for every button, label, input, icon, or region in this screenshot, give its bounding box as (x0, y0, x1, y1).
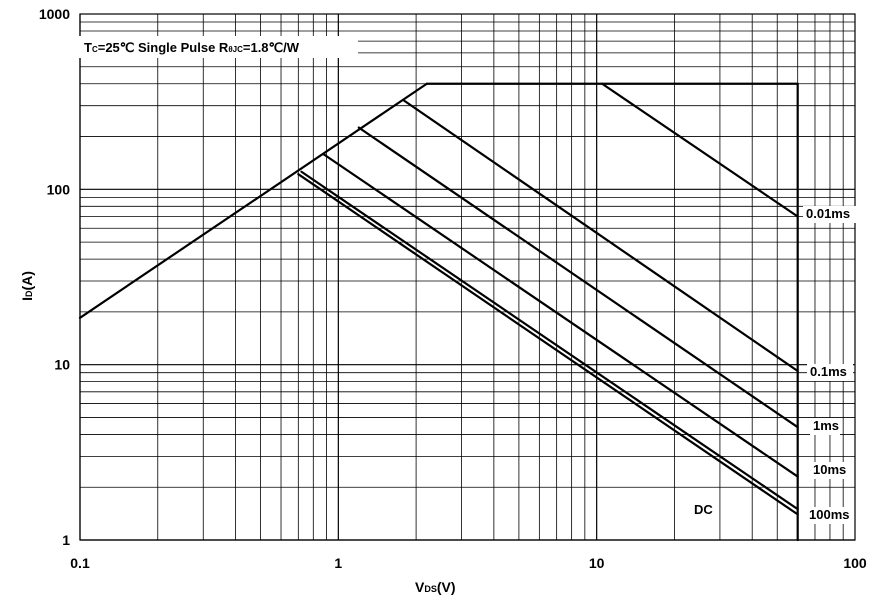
conditions-box: TC=25℃ Single Pulse RθJC=1.8℃/W (76, 36, 358, 58)
chart-series (78, 82, 799, 542)
plot-frame (79, 13, 856, 541)
y-tick-labels: 1 10 100 1000 (39, 6, 70, 548)
curve-label: DC (694, 502, 713, 517)
x-tick-label: 100 (843, 555, 867, 571)
curve-label-bg (807, 364, 853, 381)
x-tick-label: 0.1 (70, 555, 90, 571)
curve-label: 0.1ms (810, 364, 847, 379)
curve-labels: 0.01ms 0.1ms 1ms 10ms DC 100ms (691, 206, 857, 524)
curve-label-bg (691, 502, 713, 519)
curve-label: 10ms (813, 462, 846, 477)
series-line-0.01ms (601, 82, 799, 218)
curve-label: 0.01ms (806, 206, 850, 221)
y-tick-label: 1000 (39, 6, 70, 22)
x-axis-title: VDS(V) (415, 579, 456, 595)
curve-label: 1ms (813, 418, 839, 433)
series-line-dc (297, 173, 799, 516)
x-tick-label: 1 (334, 555, 342, 571)
rds-on-limit-line (78, 82, 428, 319)
series-line-100ms (300, 170, 799, 511)
curve-label-bg (803, 206, 857, 223)
y-tick-label: 10 (54, 357, 70, 373)
curve-label-bg (810, 462, 848, 479)
y-tick-label: 1 (62, 532, 70, 548)
y-axis-title: ID(A) (19, 271, 35, 301)
series-line-10ms (322, 153, 799, 478)
y-tick-label: 100 (47, 181, 71, 197)
curve-label-bg (806, 507, 852, 524)
series-line-1ms (357, 126, 799, 429)
curve-label-bg (810, 418, 840, 435)
grid-lines (79, 14, 855, 541)
x-tick-label: 10 (589, 555, 605, 571)
x-tick-labels: 0.1 1 10 100 (70, 555, 867, 571)
conditions-label: TC=25℃ Single Pulse RθJC=1.8℃/W (84, 40, 300, 55)
conditions-box-bg (76, 36, 358, 58)
curve-label: 100ms (809, 507, 849, 522)
series-line-0.1ms (403, 99, 799, 373)
